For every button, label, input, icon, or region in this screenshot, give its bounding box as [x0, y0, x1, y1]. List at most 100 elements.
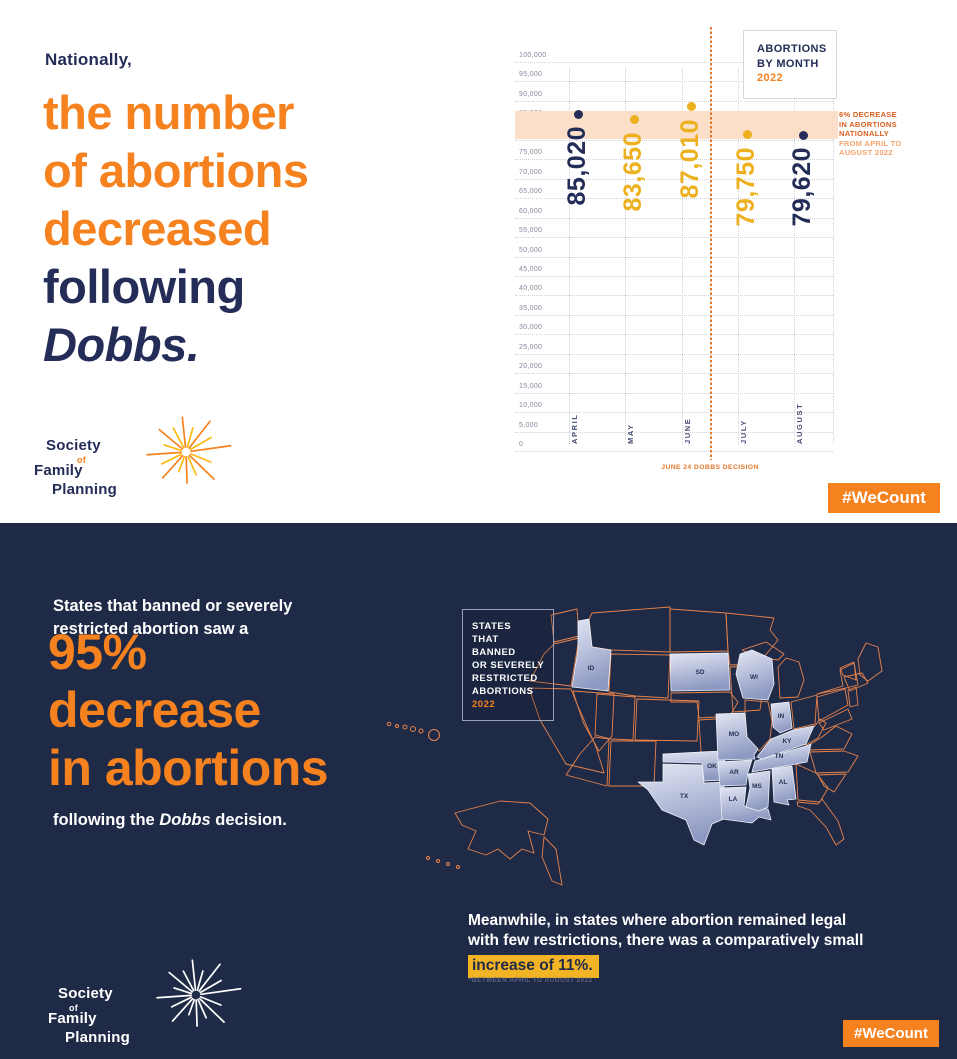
y-axis-tick: 0 [519, 441, 524, 448]
highlight-band [515, 111, 838, 140]
state-shape [771, 765, 797, 806]
starburst-icon [156, 959, 242, 1027]
headline-line: the number [43, 86, 294, 139]
gridline [515, 100, 833, 102]
gridline [833, 68, 834, 444]
state-label: MS [752, 783, 762, 790]
state-shape [719, 786, 772, 824]
dobbs-italic: Dobbs [159, 811, 211, 829]
state-shape [809, 750, 859, 774]
headline-line-dobbs: Dobbs. [43, 318, 200, 371]
state-label: AR [729, 769, 739, 776]
data-point [573, 109, 583, 119]
state-label: ID [588, 665, 595, 672]
state-shape [588, 606, 671, 653]
headline: the number of abortions decreased follow… [43, 84, 309, 374]
data-point-value: 83,650 [619, 131, 647, 212]
state-label: IN [778, 713, 785, 720]
state-shape [637, 763, 727, 846]
headline-line: of abortions [43, 144, 309, 197]
x-axis-month-label: MAY [626, 423, 635, 444]
footnote-text: *BETWEEN APRIL TO AUGUST 2022 [469, 977, 593, 984]
state-shape [735, 649, 775, 701]
state-shape [572, 690, 615, 752]
gridline [515, 295, 833, 297]
state-shape [847, 686, 859, 708]
y-axis-tick: 35,000 [519, 304, 543, 312]
state-shape [839, 661, 857, 681]
y-axis-tick: 45,000 [519, 265, 543, 273]
state-shape [669, 608, 729, 653]
x-axis-month-label: JULY [739, 419, 748, 444]
meanwhile-text: Meanwhile, in states where abortion rema… [468, 911, 863, 978]
y-axis-tick: 10,000 [519, 402, 543, 410]
data-point-value: 79,620 [788, 147, 816, 227]
gridline [515, 334, 833, 336]
dobbs-decision-label: JUNE 24 DOBBS DECISION [661, 464, 759, 471]
gridline [515, 373, 833, 375]
y-axis-tick: 70,000 [519, 168, 543, 176]
gridline [515, 178, 833, 180]
x-axis-month-label: APRIL [570, 413, 579, 445]
gridline [515, 139, 833, 141]
state-shape [816, 688, 849, 722]
gridline [682, 68, 683, 444]
y-axis-tick: 100,000 [519, 52, 547, 59]
state-shape [817, 773, 847, 793]
increase-highlight: increase of 11%. [468, 955, 599, 978]
state-shape [594, 693, 636, 741]
gridline [625, 68, 626, 444]
us-states-map: ID SD OK TX WI MO IN KY TN AR LA MS AL [386, 606, 883, 886]
y-axis-tick: 5,000 [519, 421, 539, 429]
state-shape [541, 836, 563, 886]
state-shape [669, 652, 731, 692]
state-shape [634, 698, 700, 742]
gridline [569, 68, 570, 444]
starburst-icon [146, 416, 232, 484]
gridline [515, 237, 833, 239]
state-shape [818, 708, 853, 731]
island-shape [436, 859, 440, 863]
state-label: TX [680, 793, 689, 800]
x-axis-month-label: JUNE [683, 417, 692, 444]
outro-text: following the Dobbs decision. [53, 811, 287, 829]
gridline [794, 68, 795, 444]
state-label: AL [779, 779, 788, 786]
wecount-badge: #WeCount [828, 483, 940, 513]
gridline [515, 256, 833, 258]
state-shape [843, 672, 869, 692]
x-axis-month-label: AUGUST [795, 402, 804, 444]
state-label: KY [782, 738, 792, 745]
state-label: SD [695, 669, 704, 676]
island-shape [386, 721, 392, 727]
state-label: WI [750, 674, 758, 681]
state-shape [717, 759, 753, 787]
state-shape [571, 618, 612, 692]
gridline [515, 275, 833, 277]
state-label: OK [707, 763, 717, 770]
map-legend-box: STATES THAT BANNED OR SEVERELY RESTRICTE… [462, 609, 554, 721]
data-point [742, 130, 752, 140]
decrease-annotation: 6% DECREASE IN ABORTIONS NATIONALLY FROM… [839, 110, 902, 157]
chart-title-line: BY MONTH [757, 57, 819, 70]
state-shape [565, 736, 610, 787]
gridline [738, 68, 739, 444]
map-panel: ID SD OK TX WI MO IN KY TN AR LA MS AL States that b… [0, 523, 957, 1059]
gridline [515, 62, 833, 63]
y-axis-tick: 75,000 [519, 149, 543, 157]
island-shape [402, 724, 408, 730]
y-axis-tick: 90,000 [519, 90, 543, 98]
state-shape [790, 694, 818, 730]
gridline [515, 431, 833, 433]
stat-text: 95% decrease in abortions [48, 624, 329, 796]
state-shape [745, 770, 771, 812]
state-shape [793, 718, 827, 746]
state-shape [608, 740, 657, 787]
island-shape [456, 865, 460, 869]
island-shape [446, 862, 450, 866]
headline-line: decreased [43, 202, 272, 255]
gridline [515, 353, 833, 355]
y-axis-tick: 15,000 [519, 382, 543, 390]
state-label: LA [729, 796, 738, 803]
y-axis-tick: 50,000 [519, 246, 543, 254]
